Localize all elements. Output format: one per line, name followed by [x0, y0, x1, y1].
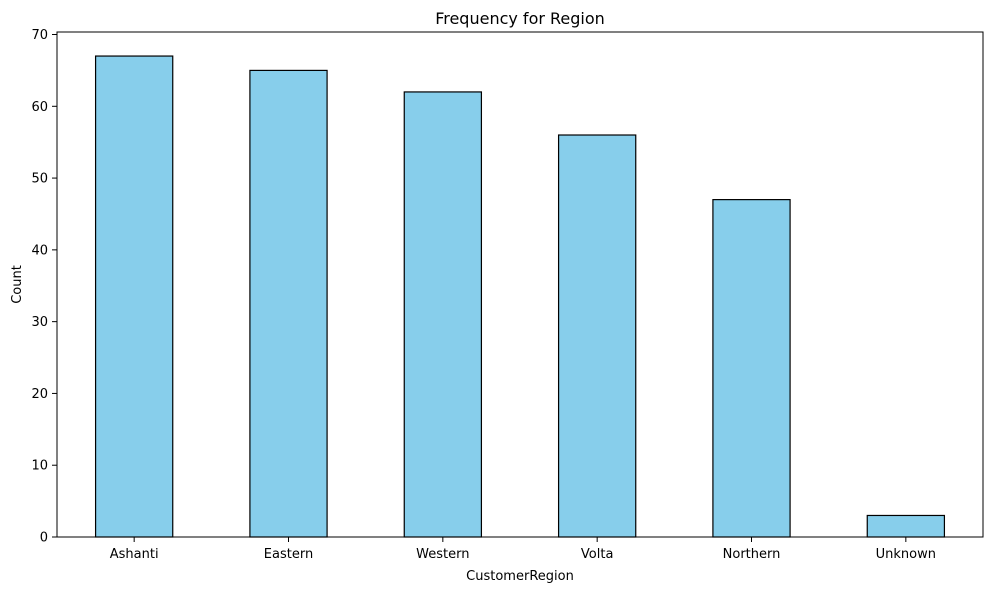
- bar-ashanti: [94, 55, 174, 538]
- y-tick-label: 60: [31, 100, 48, 115]
- x-tick-label: Unknown: [876, 547, 936, 562]
- bar-eastern: [249, 69, 328, 538]
- bar-unknown: [866, 514, 946, 538]
- y-tick-label: 10: [31, 459, 48, 474]
- x-tick-label: Northern: [723, 547, 781, 562]
- y-tick-label: 0: [40, 531, 48, 546]
- y-tick-label: 30: [31, 315, 48, 330]
- y-tick-label: 20: [31, 387, 48, 402]
- y-tick-label: 40: [31, 243, 48, 258]
- x-tick-label: Western: [416, 547, 469, 562]
- x-tick-label: Eastern: [264, 547, 313, 562]
- bar-volta: [557, 134, 637, 538]
- bar-northern: [712, 199, 791, 538]
- chart-title: Frequency for Region: [435, 9, 605, 28]
- plot-area: 0 10 20 30 40 50 60 70 Ashanti Eastern Western Volt…: [31, 28, 984, 562]
- x-tick-label: Ashanti: [110, 547, 159, 562]
- x-axis-label: CustomerRegion: [466, 569, 574, 584]
- x-tick-label: Volta: [581, 547, 614, 562]
- bar-western: [403, 91, 483, 538]
- y-tick-label: 50: [31, 172, 48, 187]
- y-axis-label: Count: [10, 265, 25, 304]
- plot-frame: [56, 31, 984, 538]
- y-tick-label: 70: [31, 28, 48, 43]
